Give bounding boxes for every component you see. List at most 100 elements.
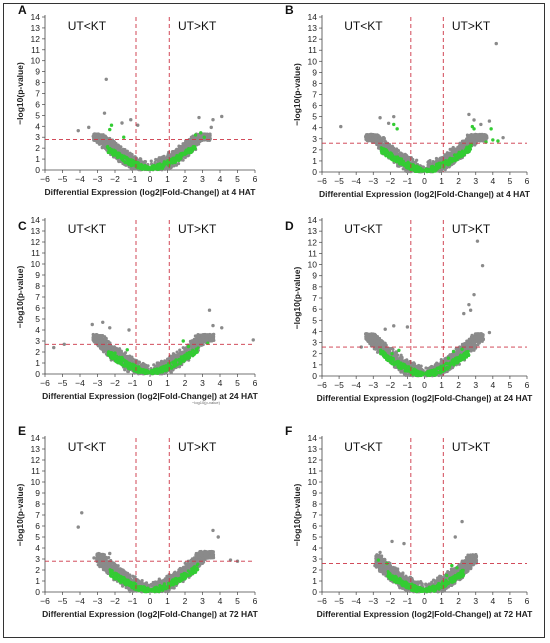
y-tick-label: 12 [31,237,41,247]
region-label-right: UT>KT [178,222,217,236]
y-tick-label: 5 [35,314,40,324]
y-tick-label: 13 [31,226,41,236]
data-point [175,350,179,354]
data-point [212,332,216,337]
highlight-point [143,163,147,167]
highlight-point [122,358,126,362]
data-point [169,152,174,157]
data-point [124,163,128,167]
highlight-point [384,150,388,154]
figure-border [3,3,545,638]
highlight-point [153,164,157,168]
region-label-left: UT<KT [344,19,383,33]
data-point [116,145,120,149]
data-point [469,136,474,140]
highlight-point [434,166,438,170]
data-point [100,146,104,150]
highlight-point [438,162,442,166]
x-tick-label: −4 [75,378,85,388]
outlier-point [378,116,382,120]
data-point [119,148,123,152]
data-point [195,339,199,343]
outlier-point [136,123,140,127]
data-point [172,151,176,155]
highlight-point [446,161,450,165]
y-tick-label: 2 [35,347,40,357]
highlight-outlier [496,139,500,143]
y-tick-label: 7 [35,89,40,99]
y-tick-label: 9 [312,67,317,77]
x-tick-label: −4 [351,176,361,186]
x-tick-label: 5 [508,176,513,186]
data-point [106,340,111,344]
highlight-point [129,162,133,166]
highlight-point [134,161,138,165]
x-tick-label: −4 [75,174,85,184]
outlier-point [87,125,91,130]
x-tick-label: −2 [110,378,120,388]
y-axis-label: −log10(p-value) [15,62,25,125]
data-point [101,350,106,354]
data-point [117,347,122,351]
x-tick-label: −6 [40,174,50,184]
y-tick-label: 10 [31,56,41,66]
x-tick-label: −1 [403,176,413,186]
y-axis-label: −log10(p-value) [292,63,302,126]
y-tick-label: 9 [35,67,40,77]
x-tick-label: 5 [235,378,240,388]
highlight-point [403,164,407,168]
data-point [130,355,134,359]
data-point [200,333,205,337]
x-tick-label: 4 [218,378,223,388]
highlight-point [390,153,394,157]
y-tick-label: 2 [35,143,40,153]
data-point [91,333,96,337]
x-axis-label: Differential Expression (log2|Fold-Chang… [319,189,531,199]
data-point [368,133,373,137]
highlight-point [193,145,197,149]
outlier-point [120,121,124,125]
data-point [99,337,103,341]
outlier-point [487,119,492,123]
data-point [97,142,101,146]
highlight-point [122,364,126,368]
highlight-outlier [491,138,495,142]
highlight-point [411,163,415,167]
highlight-point [116,156,120,160]
data-point [110,345,114,349]
data-point [204,133,208,137]
region-label-left: UT<KT [68,222,107,236]
highlight-point [115,152,119,156]
y-tick-label: 2 [312,145,317,155]
data-point [465,142,469,146]
highlight-point [417,168,421,172]
data-point [154,157,158,162]
y-tick-label: 8 [35,281,40,291]
x-tick-label: 0 [148,174,153,184]
highlight-point [406,166,410,170]
y-tick-label: 3 [312,134,317,144]
x-tick-label: −2 [110,174,120,184]
data-point [181,158,185,162]
y-tick-label: 0 [35,165,40,175]
data-point [187,138,191,142]
data-point [175,147,179,151]
y-tick-label: 8 [35,78,40,88]
data-point [123,351,128,355]
data-point [116,351,120,356]
x-axis-label: Differential Expression (log2|Fold-Chang… [45,187,257,197]
data-point [189,135,194,139]
x-tick-label: 3 [200,174,205,184]
data-point [398,152,403,156]
highlight-point [106,151,110,155]
highlight-point [125,157,129,161]
y-tick-label: 7 [35,292,40,302]
x-tick-label: −5 [334,176,344,186]
data-point [162,154,166,159]
highlight-point [424,168,428,172]
y-tick-label: 5 [35,110,40,120]
data-point [103,344,107,348]
highlight-point [117,356,121,360]
highlight-point [156,168,160,172]
y-tick-label: 10 [31,259,41,269]
